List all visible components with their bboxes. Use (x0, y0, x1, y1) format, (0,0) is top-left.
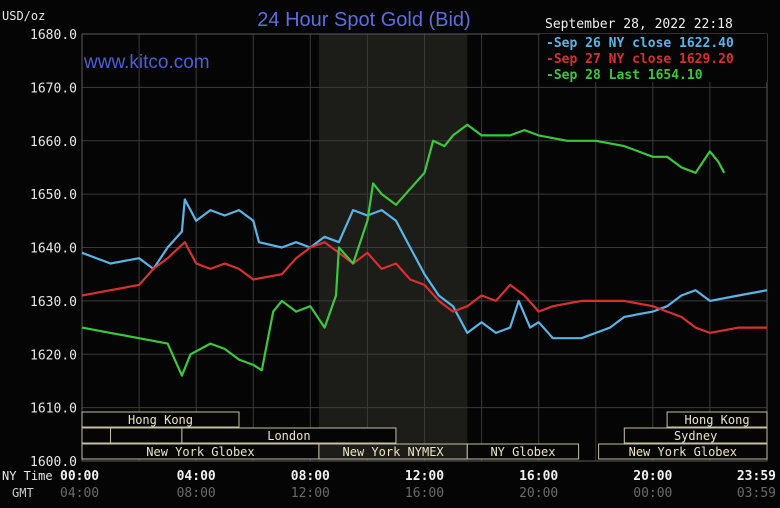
session-label: NY Globex (490, 445, 555, 459)
x-tick-ny: 04:00 (177, 469, 216, 484)
series-line (81, 198, 768, 340)
y-axis-unit: USD/oz (2, 9, 45, 23)
chart-title: 24 Hour Spot Gold (Bid) (257, 9, 470, 31)
session-label: Sydney (674, 429, 717, 443)
axes: 1600.0 1610.0 1620.0 1630.0 1640.0 1650.0 1660… (2, 28, 776, 501)
series-line (81, 241, 767, 334)
y-tick-label: 1600.0 (30, 455, 77, 470)
plot-frame (81, 33, 768, 462)
x-tick-gmt: 00:00 (633, 486, 672, 501)
session-label: New York Globex (629, 445, 737, 459)
session-label: New York NYMEX (343, 445, 445, 459)
x-tick-ny: 16:00 (519, 469, 558, 484)
session-bar (181, 427, 397, 444)
session-label: London (267, 429, 310, 443)
legend-entry: -Sep 26 NY close 1622.40 (546, 36, 734, 51)
x-tick-gmt: 03:59 (737, 486, 776, 501)
session-bar (110, 427, 183, 444)
y-tick-label: 1610.0 (30, 402, 77, 417)
session-label: Hong Kong (128, 413, 193, 427)
y-tick-label: 1670.0 (30, 81, 77, 96)
watermark: www.kitco.com (83, 52, 210, 73)
session-label: New York Globex (146, 445, 254, 459)
legend: -Sep 26 NY close 1622.40-Sep 27 NY close… (540, 34, 767, 83)
series-lines (81, 123, 768, 377)
session-bar (81, 427, 112, 444)
y-tick-label: 1620.0 (30, 348, 77, 363)
session-label: Hong Kong (685, 413, 750, 427)
y-tick-label: 1650.0 (30, 188, 77, 203)
x-tick-ny: 00:00 (60, 469, 99, 484)
legend-box (540, 34, 767, 82)
ny-time-label: NY Time (2, 469, 53, 483)
legend-entry: -Sep 27 NY close 1629.20 (546, 52, 734, 67)
session-bar (623, 427, 768, 444)
gmt-label: GMT (12, 486, 34, 500)
session-bar (81, 411, 240, 428)
x-tick-ny: 20:00 (633, 469, 672, 484)
session-bars: Hong Kong Hong Kong London Sydney New York G… (81, 411, 768, 460)
session-bar (666, 411, 768, 428)
x-tick-gmt: 12:00 (291, 486, 330, 501)
x-tick-gmt: 16:00 (405, 486, 444, 501)
y-tick-label: 1640.0 (30, 242, 77, 257)
x-tick-ny: 12:00 (405, 469, 444, 484)
x-tick-gmt: 20:00 (519, 486, 558, 501)
x-tick-gmt: 08:00 (177, 486, 216, 501)
grid (81, 33, 768, 462)
timestamp: September 28, 2022 22:18 (545, 17, 733, 32)
y-tick-label: 1630.0 (30, 295, 77, 310)
x-tick-gmt: 04:00 (60, 486, 99, 501)
y-tick-label: 1680.0 (30, 28, 77, 43)
x-tick-ny: 08:00 (291, 469, 330, 484)
series-line (81, 123, 726, 377)
x-tick-ny: 23:59 (737, 469, 776, 484)
y-tick-label: 1660.0 (30, 135, 77, 150)
legend-entry: -Sep 28 Last 1654.10 (546, 68, 703, 83)
session-bar (466, 443, 580, 460)
session-bar (598, 443, 768, 460)
